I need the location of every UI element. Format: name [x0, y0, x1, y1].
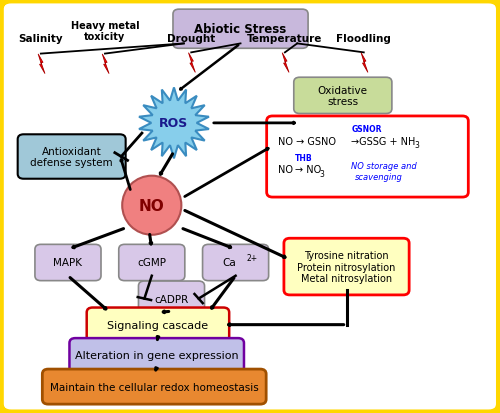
Text: 2+: 2+	[246, 254, 258, 263]
Text: NO storage and: NO storage and	[352, 161, 417, 170]
Polygon shape	[38, 55, 45, 74]
Text: NO → GSNO: NO → GSNO	[278, 136, 336, 147]
Text: 3: 3	[319, 169, 324, 178]
Text: Oxidative
stress: Oxidative stress	[318, 85, 368, 107]
Text: scavenging: scavenging	[355, 173, 403, 182]
FancyBboxPatch shape	[294, 78, 392, 114]
Text: Signaling cascade: Signaling cascade	[108, 320, 208, 330]
Polygon shape	[361, 54, 368, 73]
Text: 3: 3	[414, 140, 419, 149]
Polygon shape	[102, 55, 109, 74]
Text: THB: THB	[295, 154, 312, 163]
Text: GSNOR: GSNOR	[352, 125, 382, 134]
Text: Salinity: Salinity	[18, 34, 63, 44]
Text: Antioxidant
defense system: Antioxidant defense system	[30, 146, 113, 168]
Polygon shape	[282, 54, 289, 73]
Text: Maintain the cellular redox homeostasis: Maintain the cellular redox homeostasis	[50, 382, 258, 392]
FancyBboxPatch shape	[42, 369, 266, 404]
Text: Drought: Drought	[167, 34, 216, 44]
Text: →GSSG + NH: →GSSG + NH	[351, 136, 416, 147]
FancyBboxPatch shape	[118, 245, 185, 281]
FancyBboxPatch shape	[284, 239, 409, 295]
Ellipse shape	[122, 176, 182, 235]
Text: Heavy metal
toxicity: Heavy metal toxicity	[70, 21, 140, 42]
Text: Ca: Ca	[223, 258, 236, 268]
FancyBboxPatch shape	[173, 10, 308, 49]
Text: cGMP: cGMP	[138, 258, 166, 268]
FancyBboxPatch shape	[138, 281, 204, 316]
Text: NO: NO	[278, 165, 293, 175]
FancyBboxPatch shape	[202, 245, 268, 281]
Text: Alteration in gene expression: Alteration in gene expression	[75, 350, 238, 361]
Polygon shape	[188, 54, 196, 73]
FancyBboxPatch shape	[266, 116, 468, 197]
FancyBboxPatch shape	[18, 135, 126, 179]
Text: cADPR: cADPR	[154, 294, 188, 304]
FancyBboxPatch shape	[35, 245, 101, 281]
Text: NO: NO	[139, 198, 164, 213]
FancyBboxPatch shape	[86, 308, 229, 342]
Text: ROS: ROS	[160, 117, 188, 130]
Text: Temperature: Temperature	[247, 34, 322, 44]
Text: → NO: → NO	[295, 165, 321, 175]
Polygon shape	[139, 88, 209, 159]
Text: Floodling: Floodling	[336, 34, 391, 44]
FancyBboxPatch shape	[70, 338, 244, 373]
Text: Abiotic Stress: Abiotic Stress	[194, 23, 286, 36]
Text: Tyrosine nitration
Protein nitrosylation
Metal nitrosylation: Tyrosine nitration Protein nitrosylation…	[298, 250, 396, 283]
Text: MAPK: MAPK	[54, 258, 82, 268]
